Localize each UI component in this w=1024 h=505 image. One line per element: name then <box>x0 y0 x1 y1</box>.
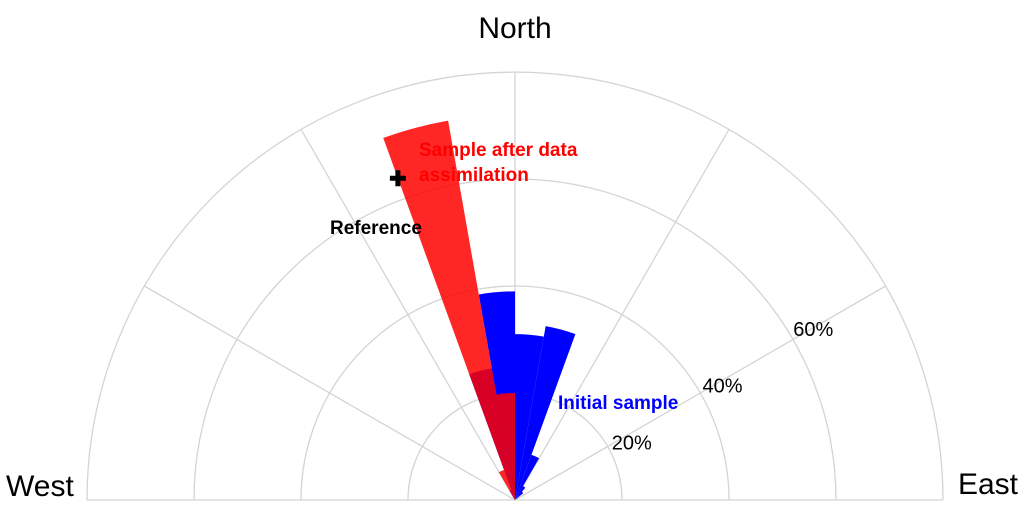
ring-label-60: 60% <box>793 319 833 341</box>
reference-cross-vertical <box>395 170 401 187</box>
grid-spoke--30 <box>300 129 516 501</box>
initial-sample-bar-4 <box>515 326 576 500</box>
after-assimilation-bar-2 <box>496 393 515 500</box>
series-after-assimilation <box>383 120 515 501</box>
north-label: North <box>478 12 551 45</box>
initial-sample-bar-6 <box>515 486 526 500</box>
after-assimilation-bar-0 <box>498 469 515 500</box>
radial-tick-labels: 20% 40% 60% <box>612 319 834 454</box>
initial-sample-bar-3 <box>515 334 544 500</box>
grid-spoke-30 <box>514 129 730 501</box>
grid-spoke-60 <box>514 285 886 501</box>
ring-label-20: 20% <box>612 432 652 454</box>
initial-sample-bar-5 <box>515 454 540 500</box>
initial-sample-label: Initial sample <box>558 393 678 414</box>
polar-grid <box>86 71 944 501</box>
reference-label: Reference <box>330 218 422 239</box>
after-assimilation-bar-1 <box>383 120 515 501</box>
grid-spoke--60 <box>144 285 516 501</box>
west-label: West <box>6 470 74 503</box>
reference-marker <box>389 170 406 187</box>
initial-sample-bar-7 <box>515 491 524 500</box>
east-label: East <box>958 468 1019 501</box>
after-assimilation-label-line1: Sample after data <box>419 140 578 161</box>
ring-label-40: 40% <box>702 376 742 398</box>
after-assimilation-label-line2: assimilation <box>419 165 529 186</box>
